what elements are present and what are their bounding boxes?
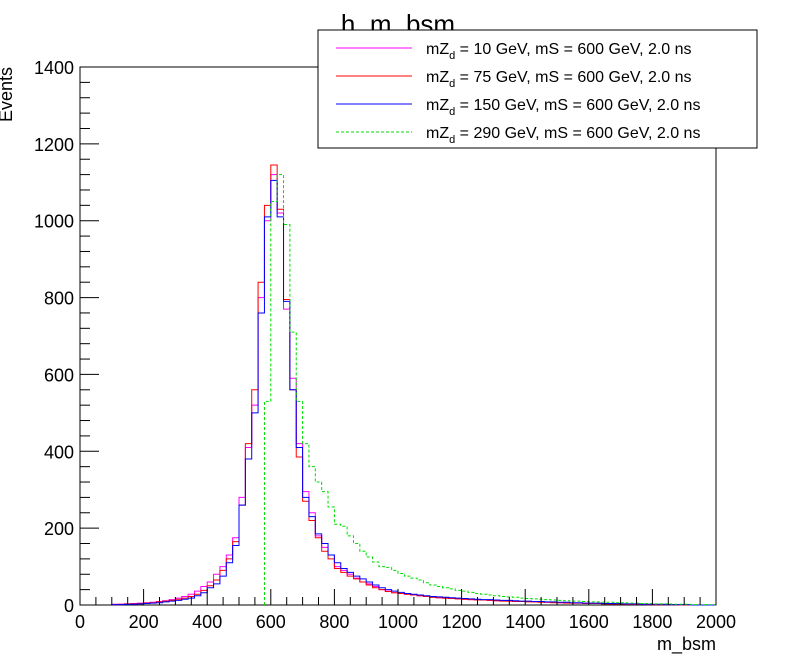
x-tick-label: 2000 bbox=[696, 612, 736, 632]
legend-label-main: mZ bbox=[426, 69, 449, 86]
x-tick-label: 1200 bbox=[442, 612, 482, 632]
x-tick-label: 1400 bbox=[505, 612, 545, 632]
y-tick-label: 0 bbox=[64, 596, 74, 616]
legend-label-1: mZd = 10 GeV, mS = 600 GeV, 2.0 ns bbox=[426, 41, 692, 62]
legend-label-main: mZ bbox=[426, 97, 449, 114]
legend-label-4: mZd = 290 GeV, mS = 600 GeV, 2.0 ns bbox=[426, 125, 700, 146]
x-tick-label: 1600 bbox=[569, 612, 609, 632]
legend-label-rest: = 150 GeV, mS = 600 GeV, 2.0 ns bbox=[455, 97, 700, 114]
legend-label-subscript: d bbox=[449, 50, 455, 62]
legend-box bbox=[317, 29, 758, 149]
x-tick-label: 1000 bbox=[378, 612, 418, 632]
y-tick-label: 200 bbox=[44, 519, 74, 539]
legend-label-subscript: d bbox=[449, 106, 455, 118]
y-tick-label: 1400 bbox=[34, 58, 74, 78]
axes-layer: 0 200 400 600 800 1000 1200 1400 1600 1800 2000 0 20… bbox=[34, 58, 736, 632]
legend-label-rest: = 290 GeV, mS = 600 GeV, 2.0 ns bbox=[455, 125, 700, 142]
legend-label-2: mZd = 75 GeV, mS = 600 GeV, 2.0 ns bbox=[426, 69, 692, 90]
x-axis-label: m_bsm bbox=[657, 634, 716, 655]
series-line-1 bbox=[111, 174, 716, 606]
series-line-3 bbox=[111, 179, 716, 606]
y-axis-label: Events bbox=[0, 67, 16, 122]
y-tick-label: 600 bbox=[44, 365, 74, 385]
y-tick-label: 800 bbox=[44, 289, 74, 309]
series-line-4 bbox=[263, 174, 717, 606]
y-tick-label: 400 bbox=[44, 442, 74, 462]
series-layer bbox=[111, 164, 717, 606]
x-tick-label: 600 bbox=[256, 612, 286, 632]
legend-label-subscript: d bbox=[449, 78, 455, 90]
legend-label-rest: = 75 GeV, mS = 600 GeV, 2.0 ns bbox=[455, 69, 691, 86]
legend-label-3: mZd = 150 GeV, mS = 600 GeV, 2.0 ns bbox=[426, 97, 700, 118]
legend-label-subscript: d bbox=[449, 134, 455, 146]
legend-label-main: mZ bbox=[426, 41, 449, 58]
x-tick-label: 800 bbox=[319, 612, 349, 632]
y-tick-label: 1000 bbox=[34, 212, 74, 232]
x-tick-label: 200 bbox=[129, 612, 159, 632]
x-tick-label: 0 bbox=[75, 612, 85, 632]
legend-label-rest: = 10 GeV, mS = 600 GeV, 2.0 ns bbox=[455, 41, 691, 58]
series-line-2 bbox=[111, 164, 716, 606]
x-tick-label: 1800 bbox=[632, 612, 672, 632]
y-tick-label: 1200 bbox=[34, 135, 74, 155]
x-tick-label: 400 bbox=[192, 612, 222, 632]
legend-label-main: mZ bbox=[426, 125, 449, 142]
